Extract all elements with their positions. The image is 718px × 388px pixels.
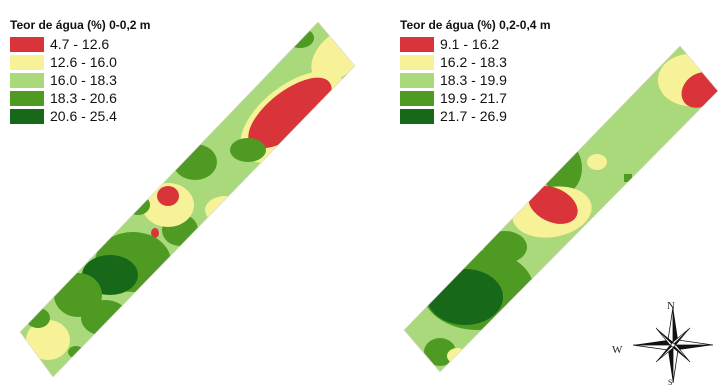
right-map-zone xyxy=(542,142,582,194)
legend-swatch xyxy=(10,54,44,70)
legend-item: 16.2 - 18.3 xyxy=(400,53,551,71)
right-map-zone xyxy=(587,154,607,170)
legend-item: 18.3 - 20.6 xyxy=(10,89,150,107)
legend-label: 18.3 - 20.6 xyxy=(50,90,117,106)
legend-label: 20.6 - 25.4 xyxy=(50,108,117,124)
legend-item: 18.3 - 19.9 xyxy=(400,71,551,89)
legend-label: 16.2 - 18.3 xyxy=(440,54,507,70)
legend-swatch xyxy=(10,36,44,52)
left-map-zone xyxy=(81,300,129,336)
legend-swatch xyxy=(10,108,44,124)
legend-swatch xyxy=(10,72,44,88)
left-map-zone xyxy=(26,308,50,328)
right-map-zone xyxy=(569,241,601,263)
left-map-zone xyxy=(26,320,70,360)
left-map-zone xyxy=(173,144,217,180)
left-map-zone xyxy=(248,77,332,149)
legend-label: 12.6 - 16.0 xyxy=(50,54,117,70)
compass-north-label: N xyxy=(667,300,675,312)
legend-title: Teor de água (%) 0,2-0,4 m xyxy=(400,18,551,32)
legend-swatch xyxy=(400,90,434,106)
legend-swatch xyxy=(400,108,434,124)
right-map-outline xyxy=(403,45,718,373)
compass-south-label: S xyxy=(668,378,673,387)
legend-0-0.2m: Teor de água (%) 0-0,2 m 4.7 - 12.6 12.6… xyxy=(10,18,150,125)
left-map-zone xyxy=(151,228,159,238)
left-map-zone xyxy=(264,175,272,183)
legend-item: 21.7 - 26.9 xyxy=(400,107,551,125)
legend-item: 9.1 - 16.2 xyxy=(400,35,551,53)
legend-item: 20.6 - 25.4 xyxy=(10,107,150,125)
legend-item: 19.9 - 21.7 xyxy=(400,89,551,107)
right-map-zone xyxy=(528,186,578,224)
legend-label: 19.9 - 21.7 xyxy=(440,90,507,106)
legend-item: 16.0 - 18.3 xyxy=(10,71,150,89)
legend-label: 18.3 - 19.9 xyxy=(440,72,507,88)
legend-label: 9.1 - 16.2 xyxy=(440,36,500,52)
legend-swatch xyxy=(400,72,434,88)
legend-swatch xyxy=(400,36,434,52)
left-map-outline xyxy=(19,21,356,378)
legend-label: 16.0 - 18.3 xyxy=(50,72,117,88)
legend-swatch xyxy=(400,54,434,70)
left-map-zone xyxy=(126,195,150,215)
legend-swatch xyxy=(10,90,44,106)
compass-west-label: W xyxy=(612,344,623,356)
legend-title: Teor de água (%) 0-0,2 m xyxy=(10,18,151,32)
legend-0.2-0.4m: Teor de água (%) 0,2-0,4 m 9.1 - 16.2 16… xyxy=(400,18,551,125)
right-map-zone xyxy=(512,298,544,322)
right-map-zone xyxy=(624,174,632,182)
right-map-zone xyxy=(681,72,718,108)
legend-item: 4.7 - 12.6 xyxy=(10,35,150,53)
legend-label: 4.7 - 12.6 xyxy=(50,36,110,52)
right-map-zone xyxy=(427,269,503,325)
compass-rose-icon xyxy=(632,306,714,384)
right-map-zone xyxy=(613,76,627,88)
left-map-zone xyxy=(286,28,314,48)
left-map-zone xyxy=(212,240,220,248)
legend-label: 21.7 - 26.9 xyxy=(440,108,507,124)
left-map-zone xyxy=(230,138,266,162)
left-map-zone xyxy=(157,186,179,206)
legend-item: 12.6 - 16.0 xyxy=(10,53,150,71)
